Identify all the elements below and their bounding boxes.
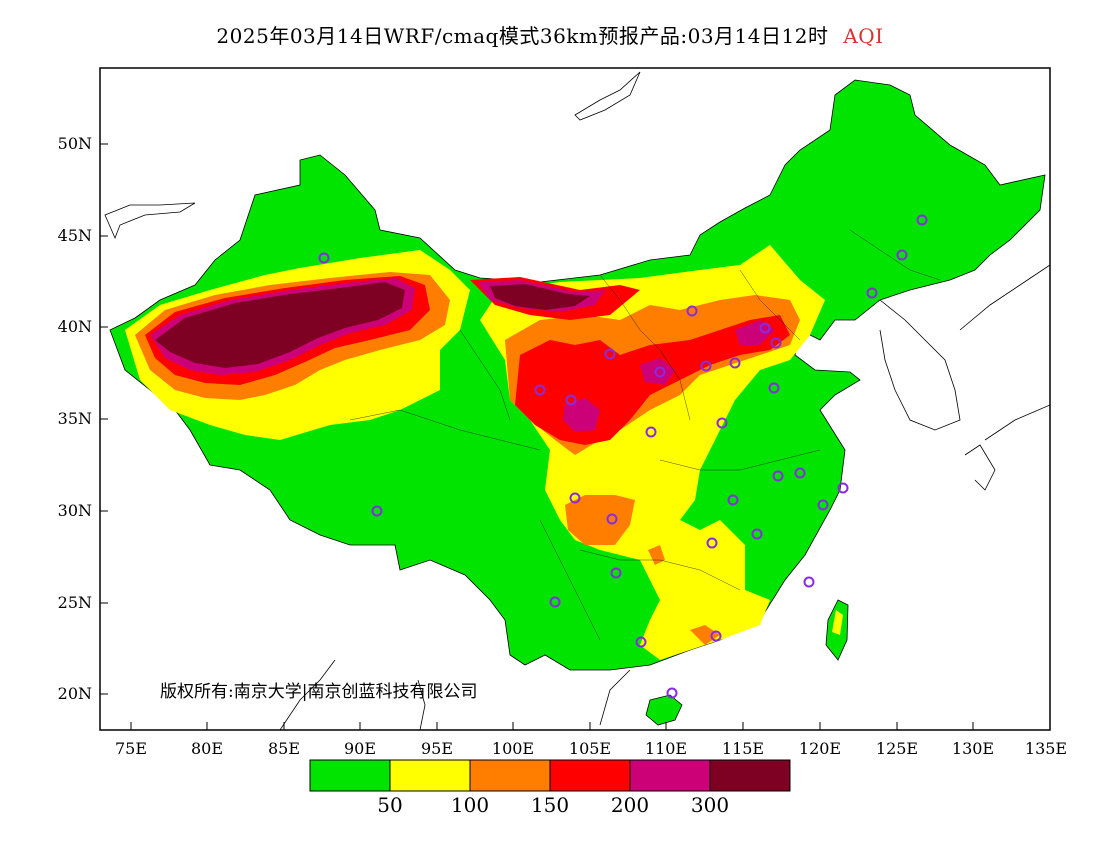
legend-swatch-4 xyxy=(630,760,710,791)
kazakh-lake-outline xyxy=(104,202,196,240)
taiwan-yellow xyxy=(832,610,843,635)
station-marker xyxy=(686,305,698,317)
x-tick-label: 100E xyxy=(492,739,534,758)
station-marker xyxy=(759,322,771,334)
x-tick-label: 85E xyxy=(268,739,300,758)
zone-very-unhealthy-shanxi xyxy=(640,358,675,385)
y-tick-label: 40N xyxy=(58,317,92,336)
province-boundaries xyxy=(349,229,941,641)
station-marker xyxy=(768,382,780,394)
korea-outline xyxy=(879,299,961,431)
x-tick-label: 80E xyxy=(191,739,223,758)
legend-swatch-3 xyxy=(550,760,630,791)
station-marker xyxy=(710,630,722,642)
aqi-legend: 50 100 150 200 300 xyxy=(309,759,791,817)
x-tick-label: 125E xyxy=(876,739,918,758)
station-marker xyxy=(772,470,784,482)
x-tick-label: 90E xyxy=(344,739,376,758)
x-tick-label: 95E xyxy=(421,739,453,758)
zone-very-unhealthy-shaanxi xyxy=(563,398,600,432)
indochina-coast xyxy=(279,659,631,730)
legend-swatch-2 xyxy=(470,760,550,791)
zone-usg-sichuan xyxy=(565,495,635,545)
map-area xyxy=(104,71,1050,730)
station-marker xyxy=(727,494,739,506)
zone-very-unhealthy-hebei xyxy=(735,320,775,345)
x-tick-label: 105E xyxy=(569,739,611,758)
station-marker xyxy=(716,417,728,429)
map-frame xyxy=(99,67,1051,731)
station-marker xyxy=(866,287,878,299)
station-marker xyxy=(645,426,657,438)
zone-hazardous-taklimakan xyxy=(155,282,405,368)
station-marker xyxy=(604,348,616,360)
station-marker xyxy=(837,482,849,494)
station-marker xyxy=(606,513,618,525)
x-axis: 75E 80E 85E 90E 95E 100E 105E 110E 115E … xyxy=(115,722,1067,758)
japan-outline xyxy=(959,264,1050,491)
station-marker xyxy=(549,596,561,608)
station-marker xyxy=(565,394,577,406)
y-tick-label: 35N xyxy=(58,409,92,428)
legend-swatch-5 xyxy=(710,760,790,791)
y-axis: 50N 45N 40N 35N 30N 25N 20N xyxy=(58,134,108,703)
station-marker xyxy=(371,505,383,517)
title-main: 2025年03月14日WRF/cmaq模式36km预报产品:03月14日12时 xyxy=(216,24,829,48)
station-markers xyxy=(318,214,928,699)
y-tick-label: 45N xyxy=(58,226,92,245)
station-marker xyxy=(770,337,782,349)
hainan-island xyxy=(645,694,683,726)
zone-moderate-northeast xyxy=(745,245,790,290)
legend-swatch-0 xyxy=(310,760,390,791)
station-marker xyxy=(635,636,647,648)
station-marker xyxy=(803,576,815,588)
map-title: 2025年03月14日WRF/cmaq模式36km预报产品:03月14日12时 … xyxy=(0,20,1100,49)
legend-label: 300 xyxy=(691,793,729,817)
legend-label: 100 xyxy=(451,793,489,817)
lake-outline xyxy=(574,71,641,121)
zone-hazardous-mongolia xyxy=(490,284,590,310)
station-marker xyxy=(654,366,666,378)
x-tick-label: 130E xyxy=(952,739,994,758)
station-marker xyxy=(817,499,829,511)
legend-label: 200 xyxy=(611,793,649,817)
station-marker xyxy=(569,492,581,504)
y-tick-label: 50N xyxy=(58,134,92,153)
station-marker xyxy=(610,567,622,579)
station-marker xyxy=(318,252,330,264)
station-marker xyxy=(794,467,806,479)
x-tick-label: 115E xyxy=(722,739,764,758)
copyright-text: 版权所有:南京大学|南京创蓝科技有限公司 xyxy=(160,682,477,702)
station-marker xyxy=(706,537,718,549)
x-tick-label: 120E xyxy=(799,739,841,758)
y-tick-label: 20N xyxy=(58,684,92,703)
station-marker xyxy=(896,249,908,261)
title-variable: AQI xyxy=(843,24,884,48)
legend-label: 150 xyxy=(531,793,569,817)
station-marker xyxy=(666,687,678,699)
legend-label: 50 xyxy=(377,793,402,817)
y-tick-label: 25N xyxy=(58,593,92,612)
legend-swatch-1 xyxy=(390,760,470,791)
y-tick-label: 30N xyxy=(58,501,92,520)
x-tick-label: 110E xyxy=(645,739,687,758)
station-marker xyxy=(916,214,928,226)
station-marker xyxy=(700,360,712,372)
station-marker xyxy=(729,357,741,369)
x-tick-label: 75E xyxy=(115,739,147,758)
station-marker xyxy=(751,528,763,540)
x-tick-label: 135E xyxy=(1025,739,1067,758)
station-marker xyxy=(534,384,546,396)
